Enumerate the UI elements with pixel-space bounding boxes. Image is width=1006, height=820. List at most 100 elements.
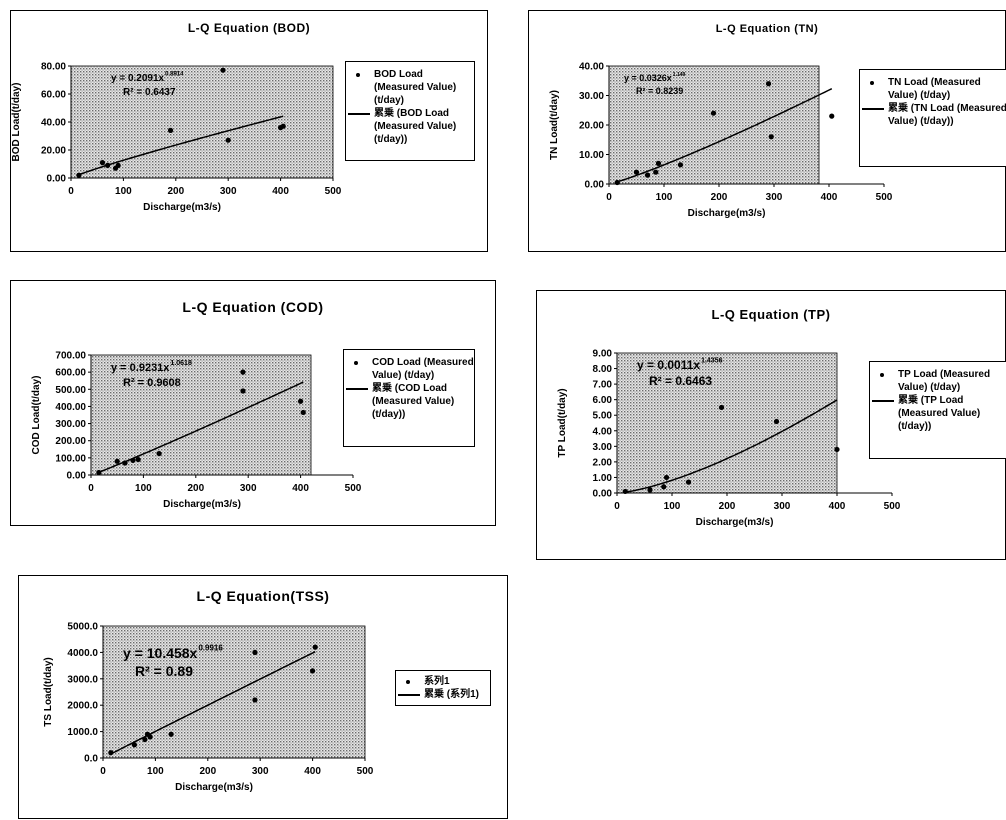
data-point	[614, 179, 620, 186]
chart-panel-tp: L-Q Equation (TP) 0.00 1.00 2.00 3.00 4.00 5.…	[536, 290, 1006, 560]
y-tick-label: 4.00	[593, 426, 613, 437]
chart-title: L-Q Equation(TSS)	[196, 588, 330, 604]
equation-exponent: 1.0618	[170, 360, 192, 367]
equation-label: y = 10.458x	[123, 645, 198, 661]
trendline	[77, 115, 284, 177]
data-point	[710, 110, 717, 116]
data-point	[220, 67, 226, 73]
legend-trendline-label: 累乗 (TP Load (Measured Value) (t/day))	[898, 395, 981, 432]
legend-trendline-entry: 累乗 (TP Load (Measured Value) (t/day))	[870, 394, 1006, 433]
y-tick-label: 1000.0	[67, 727, 98, 738]
legend-trendline-label: 累乗 (系列1)	[424, 689, 479, 700]
y-axis-title: BOD Load(t/day)	[11, 83, 22, 162]
legend-marker-icon	[406, 680, 410, 684]
plot-area	[70, 65, 334, 179]
trendline	[615, 88, 833, 184]
y-tick-label: 0.00	[585, 180, 605, 191]
x-axis-title: Discharge(m3/s)	[688, 208, 766, 219]
y-tick-label: 200.00	[55, 436, 86, 447]
x-tick-label: 400	[829, 501, 846, 512]
chart-plot-bod: 0.00 20.00 40.00 60.00 80.00 0 100 200 300 400 500…	[11, 62, 342, 214]
legend-trendline-entry: 累乗 (TN Load (Measured Value) (t/day))	[860, 102, 1006, 128]
x-tick-label: 200	[167, 186, 184, 197]
equation-exponent: 0.8914	[165, 72, 184, 78]
x-axis-title: Discharge(m3/s)	[163, 499, 241, 510]
x-tick-label: 500	[884, 501, 901, 512]
data-point	[225, 137, 231, 143]
chart-title: L-Q Equation (BOD)	[187, 21, 311, 35]
legend-trendline-label: 累乗 (TN Load (Measured Value) (t/day))	[888, 103, 1006, 127]
equation-label: y = 0.9231x	[111, 362, 170, 374]
legend-line-icon	[346, 388, 368, 390]
data-point	[252, 649, 258, 655]
data-point	[300, 409, 306, 416]
y-tick-label: 5.00	[593, 411, 613, 422]
x-tick-label: 400	[272, 186, 289, 197]
y-tick-label: 700.00	[55, 351, 86, 362]
y-tick-label: 0.00	[67, 471, 87, 482]
legend-trendline-entry: 累乗 (BOD Load (Measured Value) (t/day))	[346, 107, 474, 146]
x-tick-label: 500	[357, 766, 374, 777]
data-point	[156, 450, 162, 457]
x-tick-label: 500	[345, 483, 362, 494]
legend-marker-icon	[880, 373, 884, 377]
data-point	[131, 742, 138, 748]
legend-series-label: COD Load (Measured Value) (t/day)	[372, 357, 474, 381]
y-tick-label: 3.00	[593, 442, 613, 453]
legend-series-label: BOD Load (Measured Value) (t/day)	[374, 69, 457, 106]
data-point	[76, 172, 82, 178]
x-tick-label: 200	[199, 766, 216, 777]
data-point	[114, 458, 120, 464]
y-tick-label: 3000.0	[67, 674, 98, 685]
x-tick-label: 0	[68, 186, 74, 197]
x-tick-label: 300	[240, 483, 257, 494]
legend-trendline-entry: 累乗 (系列1)	[396, 688, 490, 701]
data-point	[167, 127, 174, 133]
data-point	[96, 469, 102, 476]
x-tick-label: 400	[292, 483, 309, 494]
equation-label: y = 0.2091x	[111, 73, 165, 84]
y-axis-title: COD Load(t/day)	[31, 376, 42, 455]
x-tick-label: 400	[304, 766, 321, 777]
r-squared-label: R² = 0.89	[135, 663, 193, 679]
x-tick-label: 0	[606, 192, 612, 203]
y-tick-label: 2000.0	[67, 701, 98, 712]
legend-marker-icon	[354, 361, 358, 365]
chart-panel-tn: L-Q Equation (TN) 0.00 10.00 20.00 30.00 40.…	[528, 10, 1006, 252]
legend-series-entry: 系列1	[396, 675, 490, 688]
y-tick-label: 9.00	[593, 349, 613, 360]
y-axis-title: TS Load(t/day)	[43, 657, 54, 726]
y-tick-label: 8.00	[593, 364, 613, 375]
x-tick-label: 200	[711, 192, 728, 203]
legend-series-label: 系列1	[424, 676, 450, 687]
data-point	[135, 456, 141, 463]
data-point	[142, 736, 148, 743]
data-point	[168, 731, 174, 737]
equation-label: y = 0.0011x	[637, 358, 700, 372]
legend-series-label: TP Load (Measured Value) (t/day)	[898, 369, 991, 393]
equation-exponent: 1.149	[673, 72, 686, 78]
legend-marker-icon	[870, 81, 874, 85]
chart-plot-tp: 0.00 1.00 2.00 3.00 4.00 5.00 6.00 7.00 8.00 9.00…	[557, 349, 901, 529]
y-tick-label: 0.0	[84, 754, 98, 765]
data-point	[310, 668, 316, 674]
y-tick-label: 100.00	[55, 453, 86, 464]
x-tick-label: 0	[100, 766, 106, 777]
x-tick-label: 300	[252, 766, 269, 777]
legend-trendline-label: 累乗 (COD Load (Measured Value) (t/day))	[372, 383, 455, 420]
y-tick-label: 4000.0	[67, 648, 98, 659]
plot-area	[608, 65, 820, 185]
x-tick-label: 100	[147, 766, 164, 777]
data-point	[280, 123, 286, 129]
legend-trendline-label: 累乗 (BOD Load (Measured Value) (t/day))	[374, 108, 457, 145]
legend-line-icon	[398, 694, 420, 696]
data-point	[115, 162, 121, 168]
legend-line-icon	[872, 400, 894, 402]
y-tick-label: 0.00	[47, 174, 67, 185]
chart-plot-cod: 0.00 100.00 200.00 300.00 400.00 500.00 600.00…	[31, 351, 362, 511]
r-squared-label: R² = 0.6437	[123, 87, 176, 98]
y-tick-label: 7.00	[593, 380, 613, 391]
y-tick-label: 300.00	[55, 419, 86, 430]
chart-legend: TP Load (Measured Value) (t/day) 累乗 (TP …	[869, 361, 1006, 459]
data-point	[677, 162, 684, 168]
